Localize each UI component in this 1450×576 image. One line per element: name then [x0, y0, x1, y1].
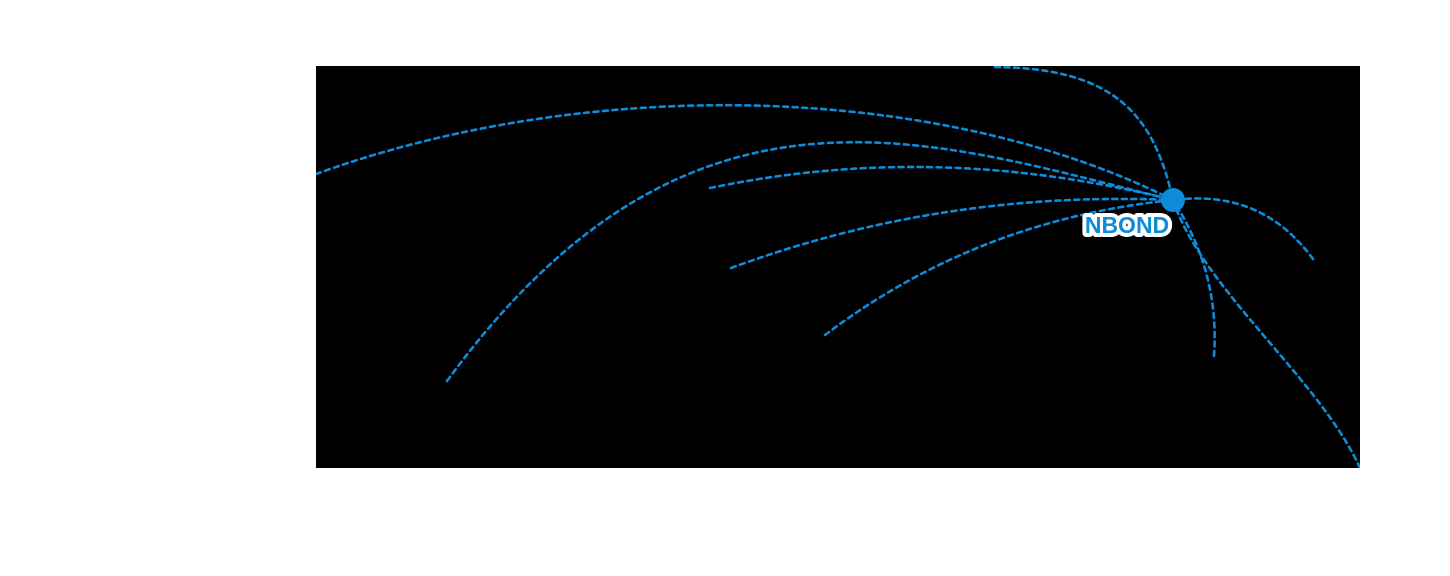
svg-text:NBOND: NBOND [1085, 212, 1169, 238]
